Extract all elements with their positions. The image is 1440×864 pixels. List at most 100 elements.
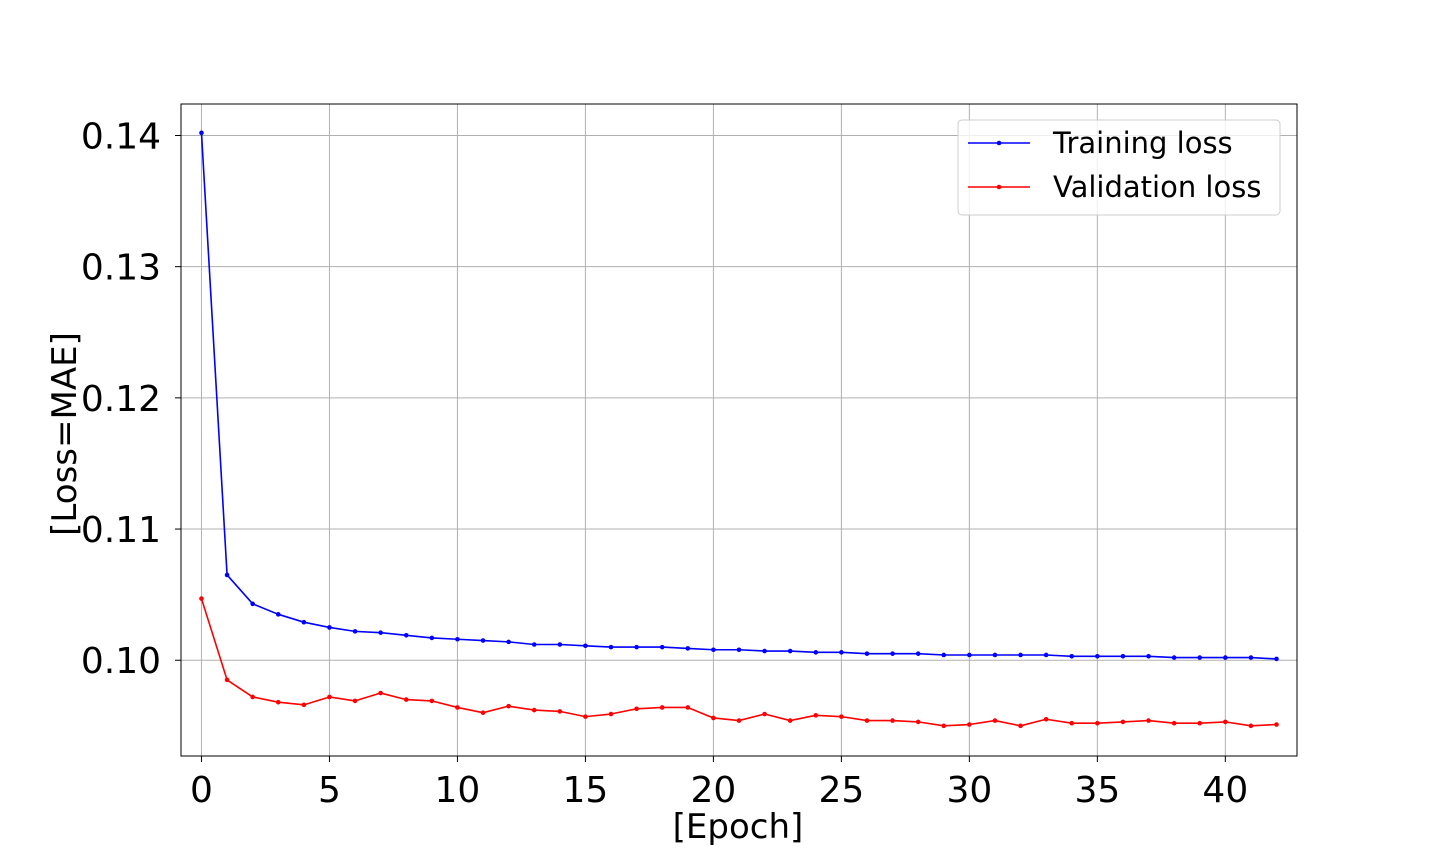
data-point-training-33 (1044, 653, 1049, 658)
data-point-validation-22 (762, 712, 767, 717)
data-point-training-28 (916, 651, 921, 656)
data-point-training-0 (199, 131, 204, 136)
legend-marker-training (997, 141, 1002, 146)
data-point-validation-25 (839, 714, 844, 719)
data-point-validation-26 (865, 718, 870, 723)
y-tick-label-1: 0.11 (81, 510, 161, 551)
data-point-validation-33 (1044, 717, 1049, 722)
data-point-validation-14 (558, 709, 563, 714)
data-point-validation-1 (225, 678, 230, 683)
data-point-validation-21 (737, 718, 742, 723)
data-point-training-20 (711, 647, 716, 652)
data-point-training-27 (890, 651, 895, 656)
data-point-training-37 (1146, 654, 1151, 659)
data-point-validation-16 (609, 712, 614, 717)
data-point-training-29 (941, 653, 946, 658)
data-point-validation-42 (1274, 722, 1279, 727)
x-tick-label-0: 0 (190, 770, 213, 811)
data-point-validation-38 (1172, 721, 1177, 726)
x-tick-label-10: 10 (435, 770, 481, 811)
data-point-training-16 (609, 645, 614, 650)
data-point-validation-23 (788, 718, 793, 723)
data-point-training-8 (404, 633, 409, 638)
data-point-validation-31 (993, 718, 998, 723)
data-point-training-32 (1018, 653, 1023, 658)
data-point-training-6 (353, 629, 358, 634)
data-point-training-10 (455, 637, 460, 642)
data-point-training-26 (865, 651, 870, 656)
data-point-validation-3 (276, 700, 281, 705)
data-point-validation-32 (1018, 724, 1023, 729)
data-point-training-36 (1121, 654, 1126, 659)
legend-label-validation: Validation loss (1053, 170, 1261, 204)
x-tick-label-20: 20 (690, 770, 736, 811)
data-point-validation-12 (506, 704, 511, 709)
data-point-validation-7 (378, 691, 383, 696)
data-point-training-2 (250, 602, 255, 607)
data-point-training-9 (430, 636, 435, 641)
data-point-validation-24 (813, 713, 818, 718)
y-tick-label-2: 0.12 (81, 379, 161, 420)
data-point-training-15 (583, 644, 588, 649)
data-point-training-1 (225, 573, 230, 578)
x-tick-label-15: 15 (563, 770, 609, 811)
data-point-training-4 (302, 620, 307, 625)
data-point-training-11 (481, 638, 486, 643)
data-point-validation-36 (1121, 720, 1126, 725)
legend: Training loss Validation loss (958, 120, 1280, 215)
data-point-training-25 (839, 650, 844, 655)
data-point-validation-8 (404, 697, 409, 702)
data-point-training-14 (558, 642, 563, 647)
data-point-training-17 (634, 645, 639, 650)
data-point-training-21 (737, 647, 742, 652)
data-point-validation-29 (941, 724, 946, 729)
data-point-validation-37 (1146, 718, 1151, 723)
series-layer (199, 131, 1279, 729)
data-point-validation-2 (250, 695, 255, 700)
data-point-training-22 (762, 649, 767, 654)
data-point-training-5 (327, 625, 332, 630)
x-tick-label-25: 25 (818, 770, 864, 811)
data-point-validation-11 (481, 710, 486, 715)
x-axis-ticks: 0 5 10 15 20 25 30 35 40 (190, 756, 1248, 811)
data-point-validation-20 (711, 716, 716, 721)
data-point-training-42 (1274, 657, 1279, 662)
data-point-training-31 (993, 653, 998, 658)
y-tick-label-4: 0.14 (81, 116, 161, 157)
x-tick-label-35: 35 (1074, 770, 1120, 811)
data-point-validation-4 (302, 703, 307, 708)
data-point-validation-28 (916, 720, 921, 725)
legend-label-training: Training loss (1052, 126, 1233, 160)
data-point-training-30 (967, 653, 972, 658)
data-point-validation-41 (1249, 724, 1254, 729)
data-point-validation-6 (353, 699, 358, 704)
y-axis-title: [Loss=MAE] (45, 332, 85, 536)
data-point-training-40 (1223, 655, 1228, 660)
series-line-validation (201, 599, 1276, 726)
data-point-validation-27 (890, 718, 895, 723)
y-tick-label-3: 0.13 (81, 248, 161, 289)
data-point-validation-18 (660, 705, 665, 710)
data-point-validation-17 (634, 706, 639, 711)
y-tick-label-0: 0.10 (81, 641, 161, 682)
data-point-training-24 (813, 650, 818, 655)
data-point-validation-15 (583, 714, 588, 719)
data-point-training-3 (276, 612, 281, 617)
data-point-validation-0 (199, 596, 204, 601)
data-point-training-7 (378, 630, 383, 635)
data-point-validation-40 (1223, 720, 1228, 725)
data-point-training-39 (1197, 655, 1202, 660)
data-point-validation-10 (455, 705, 460, 710)
data-point-validation-34 (1069, 721, 1074, 726)
data-point-training-35 (1095, 654, 1100, 659)
data-point-training-41 (1249, 655, 1254, 660)
data-point-validation-9 (430, 699, 435, 704)
data-point-training-12 (506, 640, 511, 645)
data-point-training-34 (1069, 654, 1074, 659)
data-point-validation-30 (967, 722, 972, 727)
data-point-training-13 (532, 642, 537, 647)
x-tick-label-40: 40 (1202, 770, 1248, 811)
data-point-training-18 (660, 645, 665, 650)
x-axis-title: [Epoch] (673, 807, 804, 847)
